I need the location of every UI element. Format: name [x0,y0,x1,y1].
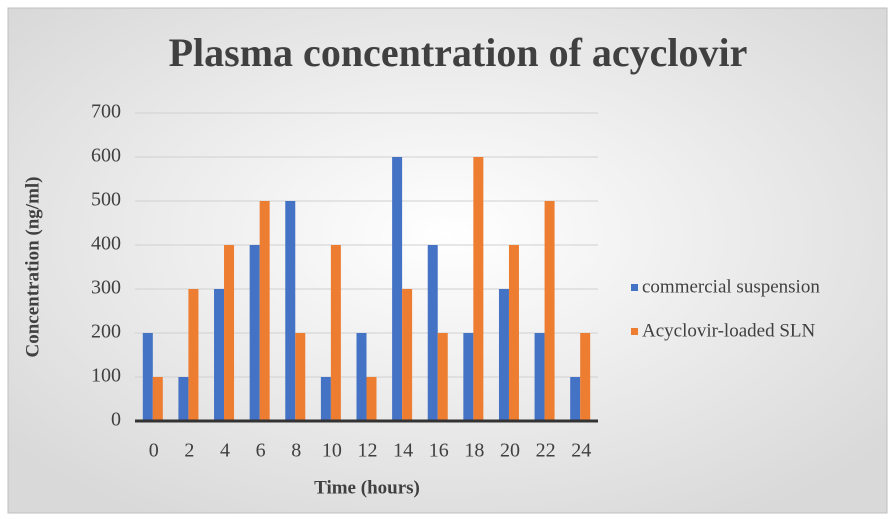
bar [214,289,225,421]
bar [366,377,377,421]
y-axis-label: Concentration (ng/ml) [22,176,43,357]
bar [178,377,189,421]
legend-label: commercial suspension [642,276,820,297]
bar [152,377,163,421]
bar [463,333,474,421]
x-tick-label: 16 [429,440,449,462]
legend-swatch [631,328,638,335]
bar [320,377,331,421]
bar [473,157,484,421]
y-tick-label: 0 [111,409,121,431]
x-tick-label: 6 [256,440,266,462]
x-tick-label: 8 [291,440,301,462]
x-tick-label: 20 [500,440,520,462]
bar [285,201,296,421]
bar [498,289,509,421]
y-tick-label: 200 [91,321,121,343]
bar [392,157,403,421]
bar [224,245,235,421]
bar [402,289,413,421]
x-tick-label: 12 [358,440,378,462]
bar [437,333,448,421]
x-tick-label: 14 [393,440,413,462]
x-tick-label: 0 [149,440,159,462]
x-tick-label: 10 [322,440,342,462]
bar [570,377,581,421]
bar [142,333,153,421]
legend-label: Acyclovir-loaded SLN [642,320,815,341]
y-tick-label: 300 [91,277,121,299]
y-tick-label: 100 [91,365,121,387]
y-tick-label: 600 [91,145,121,167]
bar [427,245,438,421]
x-tick-label: 2 [184,440,194,462]
bar [259,201,270,421]
y-tick-label: 500 [91,189,121,211]
y-tick-label: 700 [91,101,121,123]
chart-background [7,7,888,514]
bar [330,245,341,421]
bar [295,333,306,421]
bar [356,333,367,421]
bar [508,245,519,421]
x-tick-label: 4 [220,440,230,462]
chart-title: Plasma concentration of acyclovir [169,30,748,75]
bar [580,333,591,421]
legend-swatch [631,284,638,291]
x-tick-label: 24 [571,440,591,462]
bar [249,245,260,421]
x-axis-label: Time (hours) [314,477,420,498]
bar [188,289,199,421]
y-tick-label: 400 [91,233,121,255]
x-tick-label: 22 [536,440,556,462]
x-tick-label: 18 [464,440,484,462]
bar [544,201,555,421]
bar [534,333,545,421]
